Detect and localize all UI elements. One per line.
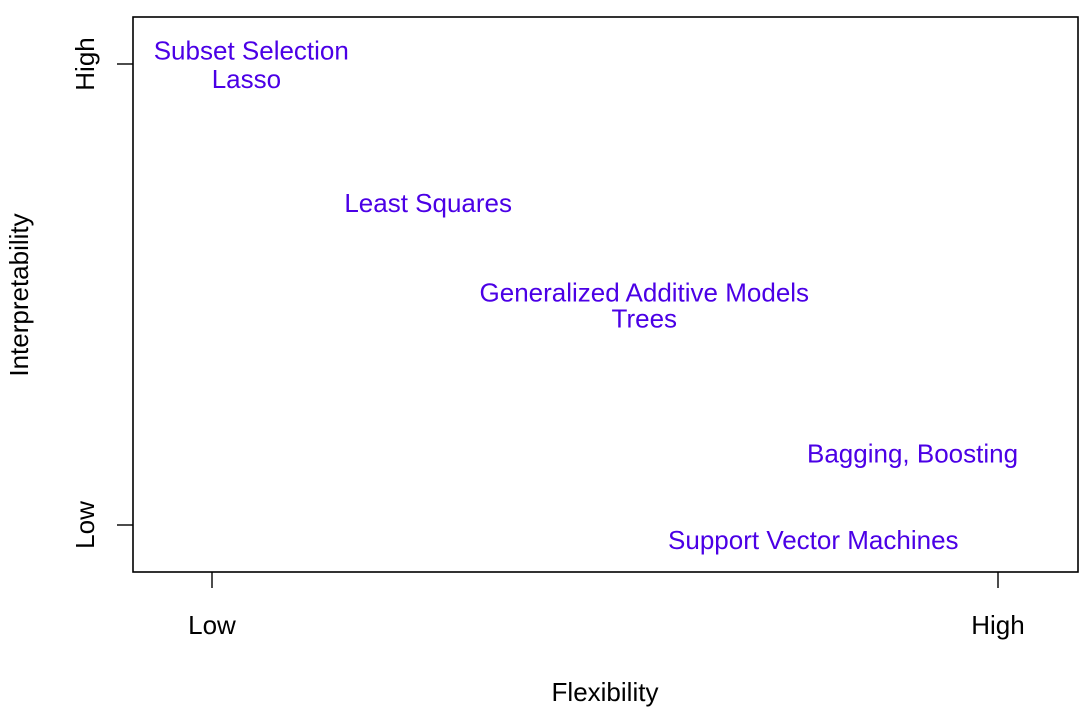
method-label: Subset Selection xyxy=(154,35,349,65)
method-label: Support Vector Machines xyxy=(668,525,959,555)
y-axis: Low High xyxy=(70,37,133,549)
y-tick-label: High xyxy=(70,37,100,90)
y-tick-label: Low xyxy=(70,501,100,549)
x-tick-label: Low xyxy=(188,610,236,640)
method-label: Trees xyxy=(612,303,678,333)
x-tick-label: High xyxy=(971,610,1024,640)
x-axis-label: Flexibility xyxy=(552,677,659,707)
method-label: Lasso xyxy=(212,64,281,94)
method-label: Least Squares xyxy=(344,188,512,218)
method-label: Bagging, Boosting xyxy=(807,439,1018,469)
y-axis-label: Interpretability xyxy=(4,213,34,376)
x-axis: Low High xyxy=(188,572,1025,640)
